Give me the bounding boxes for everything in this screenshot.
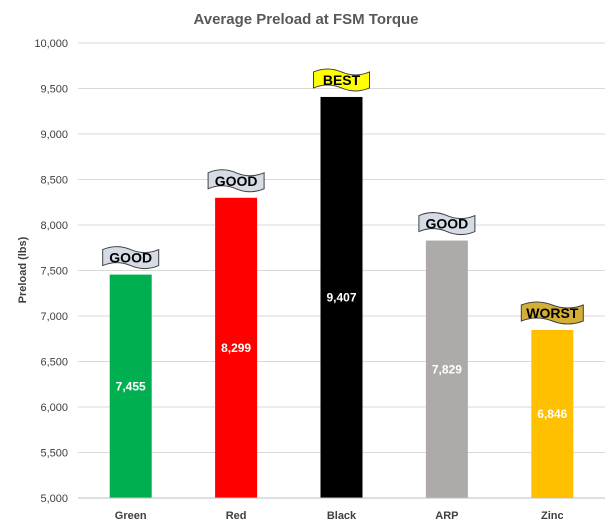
- bar-black: [320, 96, 363, 498]
- bar-red: [215, 197, 258, 498]
- data-label-black: 9,407: [326, 290, 356, 304]
- bar-arp: [425, 240, 468, 498]
- annotation-badge-red: [207, 169, 265, 193]
- x-tick-label: Green: [115, 510, 147, 522]
- x-tick-label: ARP: [435, 510, 458, 522]
- data-label-green: 7,455: [116, 379, 146, 393]
- annotation-badge-arp: [418, 212, 476, 236]
- y-tick-label: 6,500: [40, 357, 68, 369]
- x-tick-label: Red: [226, 510, 247, 522]
- y-tick-label: 8,500: [40, 175, 68, 187]
- annotation-text-black: BEST: [323, 72, 361, 88]
- x-tick-label: Black: [327, 510, 357, 522]
- y-tick-label: 9,000: [40, 129, 68, 141]
- annotation-text-zinc: WORST: [526, 305, 579, 321]
- y-axis-label: Preload (lbs): [17, 236, 29, 303]
- y-tick-label: 5,000: [40, 493, 68, 505]
- annotation-text-green: GOOD: [109, 250, 152, 266]
- y-axis-ticks: 5,000 5,500 6,000 6,500 7,000 7,500 8,000 8,500…: [34, 38, 68, 505]
- bar-zinc: [531, 330, 574, 498]
- x-axis-categories: Green Red Black ARP Zinc: [115, 510, 564, 522]
- annotation-badge-black: [313, 68, 370, 92]
- data-label-arp: 7,829: [432, 362, 462, 376]
- annotation-text-arp: GOOD: [426, 216, 469, 232]
- y-tick-label: 5,500: [40, 448, 68, 460]
- data-label-zinc: 6,846: [537, 407, 567, 421]
- bars: [109, 96, 574, 498]
- y-tick-label: 6,000: [40, 402, 68, 414]
- data-labels: 7,455 8,299 9,407 7,829 6,846: [116, 290, 568, 421]
- y-tick-label: 10,000: [34, 38, 68, 50]
- annotation-badge-green: [102, 246, 160, 270]
- x-tick-label: Zinc: [541, 510, 564, 522]
- annotation-text-red: GOOD: [215, 173, 258, 189]
- y-tick-label: 8,000: [40, 220, 68, 232]
- data-label-red: 8,299: [221, 341, 251, 355]
- y-tick-label: 9,500: [40, 84, 68, 96]
- bar-green: [109, 274, 152, 498]
- annotation-badge-zinc: [520, 301, 584, 325]
- chart-title: Average Preload at FSM Torque: [193, 11, 418, 28]
- annotations: GOOD GOOD BEST GOOD WORST: [102, 68, 584, 325]
- y-tick-label: 7,000: [40, 311, 68, 323]
- y-tick-label: 7,500: [40, 266, 68, 278]
